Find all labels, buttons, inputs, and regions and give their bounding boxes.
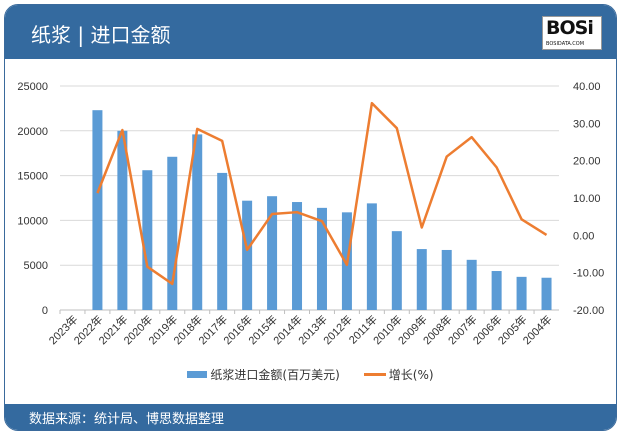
bar [391,231,402,310]
legend-bar-swatch [187,371,208,378]
left-axis-tick: 10000 [17,215,48,227]
data-source: 数据来源：统计局、博思数据整理 [29,412,225,427]
bar [316,207,327,310]
page-title: 纸浆 | 进口金额 [31,23,171,47]
bar [516,276,527,310]
right-axis-tick: 30.00 [573,118,601,130]
legend: 纸浆进口金额(百万美元) 增长(%) [0,366,621,383]
bar [366,203,377,310]
right-axis-tick: 0.00 [573,230,594,242]
right-axis-tick: -20.00 [573,305,604,317]
left-axis-tick: 5000 [24,260,48,272]
left-axis-tick: 0 [42,305,48,317]
legend-line-swatch [363,373,386,376]
bosi-logo: BOSi BOSIDATA.COM [542,16,602,50]
left-axis-tick: 15000 [17,171,48,183]
bar [92,110,103,310]
bar [217,172,228,310]
legend-bar-label: 纸浆进口金额(百万美元) [210,368,340,382]
bar [142,170,153,310]
header: 纸浆 | 进口金额 BOSi BOSIDATA.COM [5,5,616,59]
right-axis-tick: 10.00 [573,193,601,205]
right-axis-tick: 20.00 [573,156,601,168]
bar [541,277,552,310]
bar [466,259,477,310]
left-axis-tick: 20000 [17,126,48,138]
bar [441,249,452,310]
right-axis-tick: 40.00 [573,81,601,93]
bar [167,156,178,310]
left-axis-tick: 25000 [17,81,48,93]
footer: 数据来源：统计局、博思数据整理 [5,404,616,430]
chart-card: 纸浆 | 进口金额 BOSi BOSIDATA.COM 数据来源：统计局、博思数… [4,4,617,431]
bar [242,200,253,310]
bar [292,202,303,310]
bar [491,271,502,310]
legend-line-label: 增长(%) [388,368,434,382]
bar [117,130,128,310]
bar [192,134,203,310]
bar [416,249,427,310]
right-axis-tick: -10.00 [573,268,604,280]
bar [267,196,278,310]
